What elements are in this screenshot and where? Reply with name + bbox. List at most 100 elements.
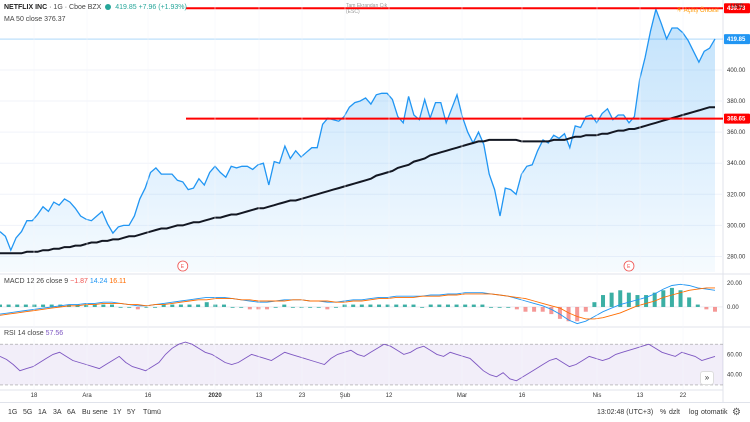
macd-histogram-bar [196, 304, 201, 307]
macd-signal-value: 16.11 [109, 278, 127, 285]
macd-histogram-bar [411, 304, 416, 307]
macd-histogram-bar [514, 306, 519, 310]
time-tick-label: 13 [256, 393, 263, 399]
macd-histogram-bar [402, 304, 407, 307]
fullscreen-exit-hint[interactable]: Tam Ekrandan Çık (ESC) [346, 3, 388, 15]
range-ytd-button[interactable]: Bu sene [82, 409, 108, 416]
gear-icon[interactable]: ⚙ [732, 407, 741, 418]
ma-label: MA 50 close [4, 16, 43, 23]
macd-histogram-bar [601, 295, 606, 307]
scroll-to-realtime-button[interactable]: » [700, 371, 714, 385]
rsi-legend[interactable]: RSI 14 close 57.56 [4, 330, 63, 337]
symbol-name: NETFLIX INC [4, 4, 48, 11]
macd-histogram-bar [678, 290, 683, 307]
macd-histogram-bar [385, 304, 390, 307]
macd-histogram-bar [84, 304, 89, 307]
ma-value: 376.37 [44, 16, 66, 23]
ma-legend[interactable]: MA 50 close 376.37 [4, 16, 66, 23]
macd-legend[interactable]: MACD 12 26 close 9 −1.87 14.24 16.11 [4, 278, 126, 285]
macd-histogram-bar [420, 306, 425, 308]
time-tick-label: 16 [145, 393, 152, 399]
rsi-tick-label: 60.00 [727, 352, 743, 358]
macd-histogram-bar [290, 306, 295, 308]
range-6m-button[interactable]: 6A [67, 409, 76, 416]
macd-histogram-bar [135, 306, 140, 310]
macd-histogram-bar [333, 306, 338, 308]
macd-histogram-bar [23, 304, 28, 307]
macd-histogram-bar [368, 304, 373, 307]
time-tick-label: Mar [457, 393, 467, 399]
macd-histogram-bar [445, 304, 450, 307]
macd-histogram-bar [463, 304, 468, 307]
price-badge-label: 439.73 [727, 6, 746, 12]
macd-histogram-bar [497, 306, 502, 308]
price-change: +7.96 [138, 4, 157, 11]
macd-histogram-bar [282, 304, 287, 307]
macd-histogram-bar [428, 304, 433, 307]
macd-histogram-bar [704, 306, 709, 310]
price-tick-label: 300.00 [727, 223, 746, 229]
legend-sep: · [64, 4, 68, 11]
legend-sep: · [49, 4, 52, 11]
time-tick-label: 13 [637, 393, 644, 399]
clock-timezone[interactable]: 13:02:48 (UTC+3) [597, 409, 654, 416]
macd-histogram-bar [609, 292, 614, 307]
macd-histogram-bar [687, 297, 692, 307]
macd-histogram-bar [170, 304, 175, 307]
macd-hist-value: −1.87 [70, 278, 88, 285]
macd-histogram-bar [540, 306, 545, 312]
macd-histogram-bar [437, 304, 442, 307]
price-area-fill [0, 9, 715, 273]
macd-tick-label: 0.00 [727, 305, 739, 311]
macd-line [0, 283, 716, 325]
time-tick-label: 18 [31, 393, 38, 399]
macd-histogram-bar [161, 304, 166, 307]
macd-histogram-bar [454, 304, 459, 307]
earnings-marker [177, 260, 189, 272]
rsi-band [0, 344, 723, 385]
macd-histogram-bar [308, 306, 313, 308]
macd-histogram-bar [221, 304, 226, 307]
macd-histogram-bar [118, 306, 123, 308]
macd-histogram-bar [213, 304, 218, 307]
price-badge [724, 3, 750, 14]
price-tick-label: 360.00 [727, 130, 746, 136]
macd-histogram-bar [32, 304, 37, 307]
macd-histogram-bar [575, 306, 580, 322]
price-tick-label: 340.00 [727, 161, 746, 167]
range-5y-button[interactable]: 5Y [127, 409, 136, 416]
range-all-button[interactable]: Tümü [143, 409, 161, 416]
time-tick-label: 2020 [208, 393, 222, 399]
macd-histogram-bar [127, 306, 132, 308]
sun-icon: ☀ [676, 7, 683, 14]
range-1d-button[interactable]: 1G [8, 409, 18, 416]
range-5d-button[interactable]: 5G [23, 409, 33, 416]
macd-histogram-bar [187, 304, 192, 307]
rsi-label: RSI 14 close [4, 330, 44, 337]
price-badge-label: 419.85 [727, 37, 746, 43]
macd-histogram-bar [204, 302, 209, 307]
time-tick-label: Nis [593, 393, 602, 399]
macd-histogram-bar [592, 302, 597, 307]
range-3m-button[interactable]: 3A [53, 409, 62, 416]
macd-histogram-bar [532, 306, 537, 312]
range-1y-button[interactable]: 1Y [113, 409, 122, 416]
percent-toggle[interactable]: % [660, 409, 667, 416]
macd-histogram-bar [239, 306, 244, 308]
macd-histogram-bar [471, 304, 476, 307]
macd-histogram-bar [49, 304, 54, 307]
range-1m-button[interactable]: 1A [38, 409, 47, 416]
price-badge [724, 113, 750, 124]
macd-histogram-bar [506, 306, 511, 308]
currency-label[interactable]: USD [731, 4, 744, 10]
macd-histogram-bar [178, 304, 183, 307]
time-tick-label: 23 [299, 393, 306, 399]
macd-histogram-bar [635, 295, 640, 307]
log-toggle[interactable]: log [689, 409, 699, 416]
macd-histogram-bar [265, 306, 270, 310]
macd-histogram-bar [15, 304, 20, 307]
auto-scale-toggle[interactable]: otomatik [701, 409, 728, 416]
adjust-toggle[interactable]: dzlt [669, 409, 680, 416]
